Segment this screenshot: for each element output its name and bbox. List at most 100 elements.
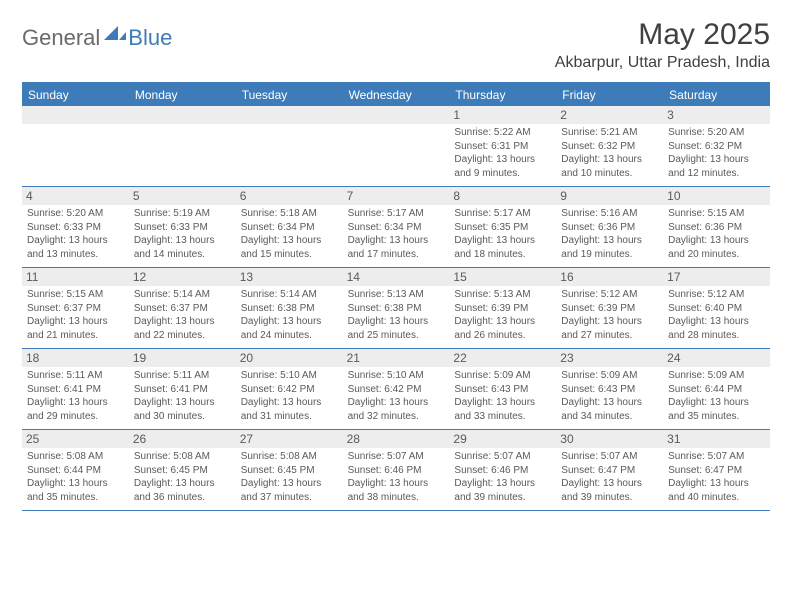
daylight-text: Daylight: 13 hours and 29 minutes.: [27, 396, 124, 423]
sunrise-text: Sunrise: 5:12 AM: [561, 288, 658, 302]
day-cell: [343, 106, 450, 186]
day-cell: 4Sunrise: 5:20 AMSunset: 6:33 PMDaylight…: [22, 187, 129, 267]
day-number: 29: [449, 430, 556, 448]
sunset-text: Sunset: 6:34 PM: [241, 221, 338, 235]
day-number: 26: [129, 430, 236, 448]
sunset-text: Sunset: 6:31 PM: [454, 140, 551, 154]
sunset-text: Sunset: 6:45 PM: [134, 464, 231, 478]
day-number: 25: [22, 430, 129, 448]
day-cell: 27Sunrise: 5:08 AMSunset: 6:45 PMDayligh…: [236, 430, 343, 510]
week-row: 18Sunrise: 5:11 AMSunset: 6:41 PMDayligh…: [22, 349, 770, 430]
daylight-text: Daylight: 13 hours and 14 minutes.: [134, 234, 231, 261]
sunrise-text: Sunrise: 5:20 AM: [27, 207, 124, 221]
day-cell: 31 Sunrise: 5:07 AMSunset: 6:47 PMDayligh…: [663, 430, 770, 510]
sunset-text: Sunset: 6:39 PM: [454, 302, 551, 316]
sunrise-text: Sunrise: 5:07 AM: [454, 450, 551, 464]
day-number: 6: [236, 187, 343, 205]
day-number: 27: [236, 430, 343, 448]
day-detail: Sunrise: 5:10 AMSunset: 6:42 PMDaylight:…: [241, 369, 338, 423]
day-number: 5: [129, 187, 236, 205]
day-detail: Sunrise: 5:09 AMSunset: 6:43 PMDaylight:…: [454, 369, 551, 423]
day-number: 11: [22, 268, 129, 286]
week-row: 11 Sunrise: 5:15 AMSunset: 6:37 PMDayligh…: [22, 268, 770, 349]
weeks-container: 1Sunrise: 5:22 AMSunset: 6:31 PMDaylight…: [22, 106, 770, 511]
sunrise-text: Sunrise: 5:11 AM: [27, 369, 124, 383]
sunset-text: Sunset: 6:44 PM: [27, 464, 124, 478]
day-detail: Sunrise: 5:20 AMSunset: 6:32 PMDaylight:…: [668, 126, 765, 180]
day-number: 17: [663, 268, 770, 286]
day-number: 8: [449, 187, 556, 205]
sunrise-text: Sunrise: 5:15 AM: [668, 207, 765, 221]
daylight-text: Daylight: 13 hours and 17 minutes.: [348, 234, 445, 261]
dow-tue: Tuesday: [236, 84, 343, 106]
sunset-text: Sunset: 6:43 PM: [454, 383, 551, 397]
day-detail: Sunrise: 5:13 AMSunset: 6:38 PMDaylight:…: [348, 288, 445, 342]
sunrise-text: Sunrise: 5:13 AM: [348, 288, 445, 302]
daylight-text: Daylight: 13 hours and 35 minutes.: [668, 396, 765, 423]
week-row: 25Sunrise: 5:08 AMSunset: 6:44 PMDayligh…: [22, 430, 770, 511]
sunrise-text: Sunrise: 5:15 AM: [27, 288, 124, 302]
sunrise-text: Sunrise: 5:17 AM: [454, 207, 551, 221]
sunset-text: Sunset: 6:33 PM: [134, 221, 231, 235]
day-cell: 18Sunrise: 5:11 AMSunset: 6:41 PMDayligh…: [22, 349, 129, 429]
sunset-text: Sunset: 6:32 PM: [668, 140, 765, 154]
day-cell: 24Sunrise: 5:09 AMSunset: 6:44 PMDayligh…: [663, 349, 770, 429]
day-detail: Sunrise: 5:13 AMSunset: 6:39 PMDaylight:…: [454, 288, 551, 342]
daylight-text: Daylight: 13 hours and 39 minutes.: [454, 477, 551, 504]
sunset-text: Sunset: 6:44 PM: [668, 383, 765, 397]
day-detail: Sunrise: 5:21 AMSunset: 6:32 PMDaylight:…: [561, 126, 658, 180]
header: General Blue May 2025 Akbarpur, Uttar Pr…: [22, 18, 770, 72]
daylight-text: Daylight: 13 hours and 24 minutes.: [241, 315, 338, 342]
day-cell: 11 Sunrise: 5:15 AMSunset: 6:37 PMDayligh…: [22, 268, 129, 348]
day-detail: Sunrise: 5:11 AMSunset: 6:41 PMDaylight:…: [27, 369, 124, 423]
dow-fri: Friday: [556, 84, 663, 106]
day-number: 20: [236, 349, 343, 367]
day-detail: Sunrise: 5:17 AMSunset: 6:34 PMDaylight:…: [348, 207, 445, 261]
day-number: 31: [663, 430, 770, 448]
day-cell: 2Sunrise: 5:21 AMSunset: 6:32 PMDaylight…: [556, 106, 663, 186]
day-number: 16: [556, 268, 663, 286]
month-title: May 2025: [555, 18, 770, 52]
sunrise-text: Sunrise: 5:10 AM: [348, 369, 445, 383]
sunrise-text: Sunrise: 5:07 AM: [668, 450, 765, 464]
day-detail: Sunrise: 5:08 AMSunset: 6:45 PMDaylight:…: [134, 450, 231, 504]
sunset-text: Sunset: 6:42 PM: [348, 383, 445, 397]
day-detail: Sunrise: 5:19 AMSunset: 6:33 PMDaylight:…: [134, 207, 231, 261]
day-number: [22, 106, 129, 124]
dow-mon: Monday: [129, 84, 236, 106]
daylight-text: Daylight: 13 hours and 37 minutes.: [241, 477, 338, 504]
daylight-text: Daylight: 13 hours and 12 minutes.: [668, 153, 765, 180]
day-number: 24: [663, 349, 770, 367]
day-cell: 28Sunrise: 5:07 AMSunset: 6:46 PMDayligh…: [343, 430, 450, 510]
sunset-text: Sunset: 6:43 PM: [561, 383, 658, 397]
day-cell: 3Sunrise: 5:20 AMSunset: 6:32 PMDaylight…: [663, 106, 770, 186]
day-number: 14: [343, 268, 450, 286]
day-cell: 20 Sunrise: 5:10 AMSunset: 6:42 PMDayligh…: [236, 349, 343, 429]
day-detail: Sunrise: 5:15 AMSunset: 6:37 PMDaylight:…: [27, 288, 124, 342]
day-detail: Sunrise: 5:09 AMSunset: 6:43 PMDaylight:…: [561, 369, 658, 423]
day-detail: Sunrise: 5:07 AMSunset: 6:47 PMDaylight:…: [668, 450, 765, 504]
day-detail: Sunrise: 5:22 AMSunset: 6:31 PMDaylight:…: [454, 126, 551, 180]
sunset-text: Sunset: 6:32 PM: [561, 140, 658, 154]
daylight-text: Daylight: 13 hours and 20 minutes.: [668, 234, 765, 261]
sunrise-text: Sunrise: 5:10 AM: [241, 369, 338, 383]
daylight-text: Daylight: 13 hours and 39 minutes.: [561, 477, 658, 504]
day-cell: 26 Sunrise: 5:08 AMSunset: 6:45 PMDayligh…: [129, 430, 236, 510]
day-cell: 15 Sunrise: 5:13 AMSunset: 6:39 PMDayligh…: [449, 268, 556, 348]
daylight-text: Daylight: 13 hours and 9 minutes.: [454, 153, 551, 180]
dow-thu: Thursday: [449, 84, 556, 106]
sunrise-text: Sunrise: 5:17 AM: [348, 207, 445, 221]
sunset-text: Sunset: 6:41 PM: [27, 383, 124, 397]
sunset-text: Sunset: 6:46 PM: [348, 464, 445, 478]
day-cell: 12Sunrise: 5:14 AMSunset: 6:37 PMDayligh…: [129, 268, 236, 348]
day-detail: Sunrise: 5:14 AMSunset: 6:37 PMDaylight:…: [134, 288, 231, 342]
daylight-text: Daylight: 13 hours and 15 minutes.: [241, 234, 338, 261]
logo-word2: Blue: [128, 25, 172, 51]
day-cell: 6Sunrise: 5:18 AMSunset: 6:34 PMDaylight…: [236, 187, 343, 267]
day-detail: Sunrise: 5:20 AMSunset: 6:33 PMDaylight:…: [27, 207, 124, 261]
day-number: 13: [236, 268, 343, 286]
calendar-page: General Blue May 2025 Akbarpur, Uttar Pr…: [0, 0, 792, 529]
day-cell: 25Sunrise: 5:08 AMSunset: 6:44 PMDayligh…: [22, 430, 129, 510]
day-number: 7: [343, 187, 450, 205]
day-number: 15: [449, 268, 556, 286]
